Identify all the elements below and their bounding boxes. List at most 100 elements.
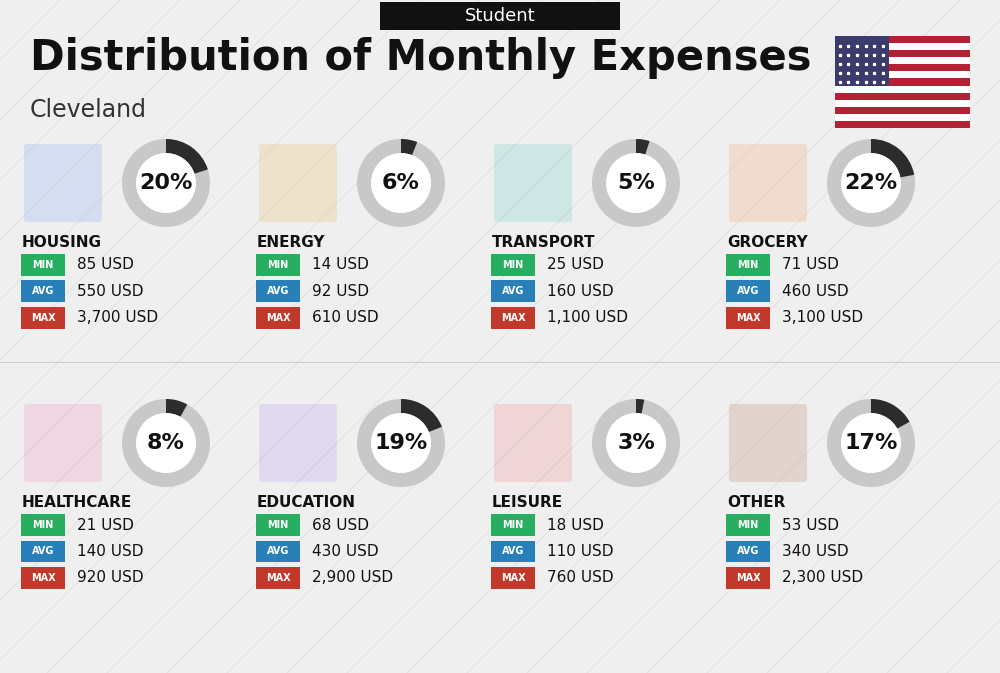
Circle shape <box>371 413 431 473</box>
Wedge shape <box>122 399 210 487</box>
Text: 5%: 5% <box>617 173 655 193</box>
Text: 8%: 8% <box>147 433 185 453</box>
Text: 140 USD: 140 USD <box>77 544 144 559</box>
Text: 25 USD: 25 USD <box>547 258 604 273</box>
Text: 92 USD: 92 USD <box>312 284 369 299</box>
FancyBboxPatch shape <box>256 307 300 329</box>
Text: 85 USD: 85 USD <box>77 258 134 273</box>
Wedge shape <box>827 139 915 227</box>
Text: AVG: AVG <box>737 546 759 557</box>
Text: Cleveland: Cleveland <box>30 98 147 122</box>
Text: AVG: AVG <box>502 546 524 557</box>
FancyBboxPatch shape <box>835 57 970 65</box>
Text: 22%: 22% <box>844 173 898 193</box>
Text: MAX: MAX <box>31 573 55 583</box>
Text: MIN: MIN <box>502 260 524 270</box>
Text: 160 USD: 160 USD <box>547 284 614 299</box>
FancyBboxPatch shape <box>380 2 620 30</box>
FancyBboxPatch shape <box>24 404 102 482</box>
Text: MAX: MAX <box>736 313 760 323</box>
FancyBboxPatch shape <box>726 514 770 536</box>
Wedge shape <box>401 139 417 155</box>
FancyBboxPatch shape <box>835 43 970 50</box>
Wedge shape <box>357 139 445 227</box>
FancyBboxPatch shape <box>259 404 337 482</box>
FancyBboxPatch shape <box>21 567 65 589</box>
Circle shape <box>841 413 901 473</box>
FancyBboxPatch shape <box>256 540 300 563</box>
Text: 19%: 19% <box>374 433 428 453</box>
Text: 3%: 3% <box>617 433 655 453</box>
Wedge shape <box>827 399 915 487</box>
Text: 460 USD: 460 USD <box>782 284 849 299</box>
Wedge shape <box>166 399 187 417</box>
Circle shape <box>371 153 431 213</box>
FancyBboxPatch shape <box>835 85 970 93</box>
Text: MIN: MIN <box>32 260 54 270</box>
Text: MIN: MIN <box>502 520 524 530</box>
Text: 71 USD: 71 USD <box>782 258 839 273</box>
Text: 6%: 6% <box>382 173 420 193</box>
Text: MAX: MAX <box>31 313 55 323</box>
Text: 21 USD: 21 USD <box>77 518 134 532</box>
Text: TRANSPORT: TRANSPORT <box>492 235 596 250</box>
Text: 610 USD: 610 USD <box>312 310 379 326</box>
Text: 920 USD: 920 USD <box>77 571 144 586</box>
Wedge shape <box>592 399 680 487</box>
FancyBboxPatch shape <box>24 144 102 222</box>
Text: 17%: 17% <box>844 433 898 453</box>
FancyBboxPatch shape <box>726 281 770 302</box>
Circle shape <box>606 153 666 213</box>
FancyBboxPatch shape <box>835 114 970 121</box>
FancyBboxPatch shape <box>256 281 300 302</box>
FancyBboxPatch shape <box>729 144 807 222</box>
Text: 3,700 USD: 3,700 USD <box>77 310 158 326</box>
Text: 20%: 20% <box>139 173 193 193</box>
Text: MIN: MIN <box>737 260 759 270</box>
Text: MIN: MIN <box>267 260 289 270</box>
Text: AVG: AVG <box>502 287 524 297</box>
FancyBboxPatch shape <box>835 121 970 128</box>
FancyBboxPatch shape <box>256 514 300 536</box>
Text: MAX: MAX <box>736 573 760 583</box>
FancyBboxPatch shape <box>494 144 572 222</box>
Text: 2,900 USD: 2,900 USD <box>312 571 393 586</box>
Text: HEALTHCARE: HEALTHCARE <box>22 495 132 510</box>
Text: MIN: MIN <box>267 520 289 530</box>
FancyBboxPatch shape <box>256 254 300 276</box>
Text: AVG: AVG <box>32 287 54 297</box>
FancyBboxPatch shape <box>491 514 535 536</box>
FancyBboxPatch shape <box>726 567 770 589</box>
Text: MIN: MIN <box>737 520 759 530</box>
Text: MAX: MAX <box>266 313 290 323</box>
Text: GROCERY: GROCERY <box>727 235 808 250</box>
FancyBboxPatch shape <box>21 307 65 329</box>
Text: AVG: AVG <box>737 287 759 297</box>
Text: HOUSING: HOUSING <box>22 235 102 250</box>
Wedge shape <box>636 139 650 155</box>
FancyBboxPatch shape <box>21 254 65 276</box>
FancyBboxPatch shape <box>835 79 970 85</box>
FancyBboxPatch shape <box>835 100 970 107</box>
Wedge shape <box>166 139 208 174</box>
Wedge shape <box>592 139 680 227</box>
FancyBboxPatch shape <box>256 567 300 589</box>
Text: Distribution of Monthly Expenses: Distribution of Monthly Expenses <box>30 37 812 79</box>
Text: MAX: MAX <box>501 313 525 323</box>
FancyBboxPatch shape <box>835 93 970 100</box>
Wedge shape <box>401 399 442 432</box>
Text: AVG: AVG <box>32 546 54 557</box>
FancyBboxPatch shape <box>835 36 889 85</box>
FancyBboxPatch shape <box>835 65 970 71</box>
FancyBboxPatch shape <box>491 254 535 276</box>
Text: AVG: AVG <box>267 546 289 557</box>
FancyBboxPatch shape <box>21 514 65 536</box>
Wedge shape <box>122 139 210 227</box>
Text: 1,100 USD: 1,100 USD <box>547 310 628 326</box>
Wedge shape <box>871 399 910 429</box>
Text: ENERGY: ENERGY <box>257 235 326 250</box>
FancyBboxPatch shape <box>259 144 337 222</box>
Text: 2,300 USD: 2,300 USD <box>782 571 863 586</box>
FancyBboxPatch shape <box>491 567 535 589</box>
Text: 3,100 USD: 3,100 USD <box>782 310 863 326</box>
